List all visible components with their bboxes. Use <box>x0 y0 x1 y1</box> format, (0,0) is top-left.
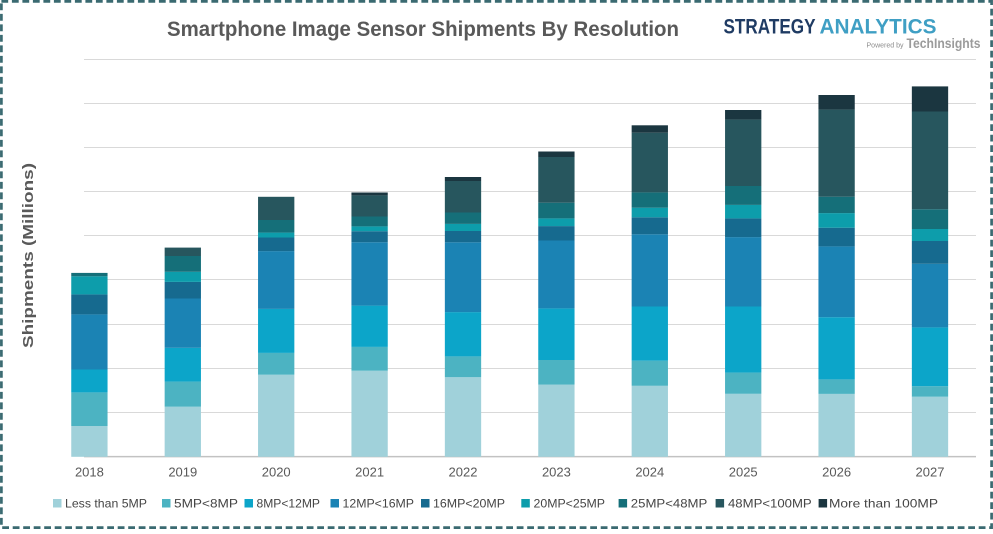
svg-text:2019: 2019 <box>168 465 197 480</box>
svg-text:2021: 2021 <box>355 465 384 480</box>
svg-text:2023: 2023 <box>542 465 571 480</box>
svg-text:ANALYTICS: ANALYTICS <box>820 16 937 39</box>
svg-text:STRATEGY: STRATEGY <box>724 16 816 39</box>
svg-text:2018: 2018 <box>75 465 104 480</box>
svg-text:Less than 5MP: Less than 5MP <box>65 497 147 511</box>
svg-text:25MP<48MP: 25MP<48MP <box>631 497 708 511</box>
svg-text:Powered by: Powered by <box>867 41 904 50</box>
svg-text:2024: 2024 <box>635 465 664 480</box>
svg-text:48MP<100MP: 48MP<100MP <box>728 497 812 511</box>
svg-text:20MP<25MP: 20MP<25MP <box>534 497 606 511</box>
svg-text:5MP<8MP: 5MP<8MP <box>174 497 238 511</box>
svg-text:Shipments (Millions): Shipments (Millions) <box>20 163 37 348</box>
svg-text:TechInsights: TechInsights <box>907 35 981 51</box>
svg-text:2027: 2027 <box>916 465 945 480</box>
svg-text:8MP<12MP: 8MP<12MP <box>257 497 321 511</box>
svg-text:2022: 2022 <box>449 465 478 480</box>
svg-text:Smartphone Image Sensor Shipme: Smartphone Image Sensor Shipments By Res… <box>167 17 679 41</box>
svg-text:12MP<16MP: 12MP<16MP <box>343 497 415 511</box>
svg-text:2020: 2020 <box>262 465 291 480</box>
svg-text:2026: 2026 <box>822 465 851 480</box>
svg-text:2025: 2025 <box>729 465 758 480</box>
svg-text:16MP<20MP: 16MP<20MP <box>433 497 505 511</box>
svg-text:More than 100MP: More than 100MP <box>829 497 938 511</box>
